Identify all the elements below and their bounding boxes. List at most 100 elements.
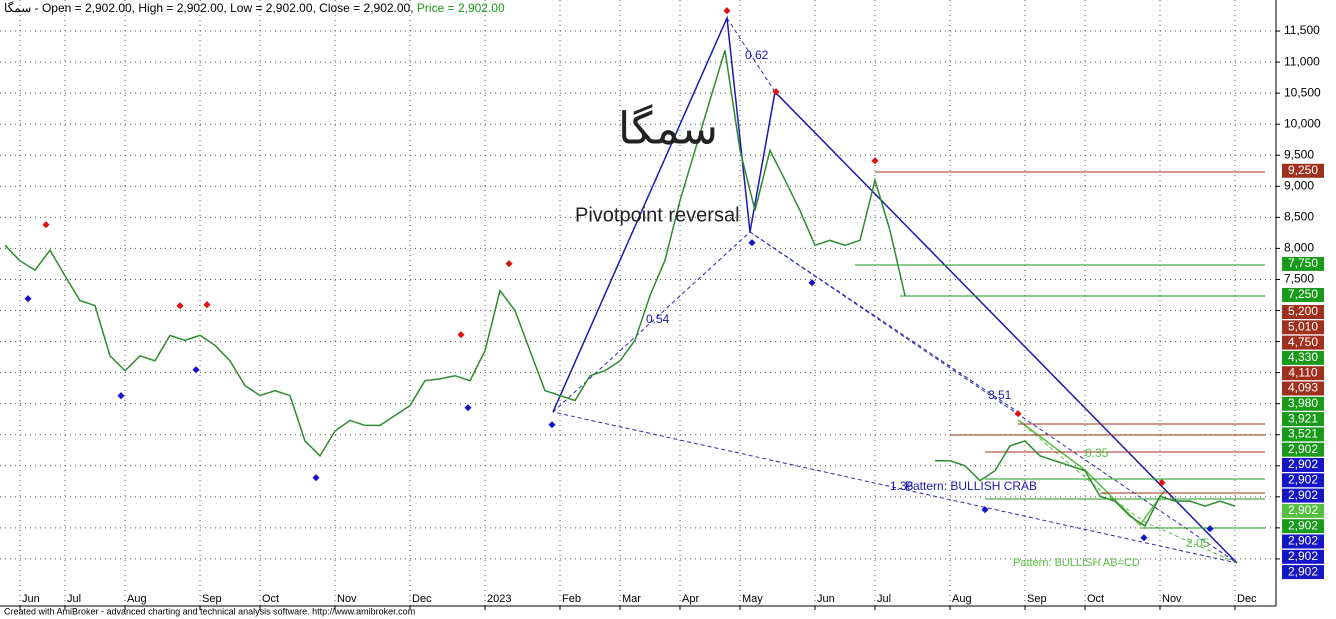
y-tick-label: 11,000 [1284, 54, 1320, 68]
pivot-high [1014, 410, 1022, 418]
price-label-box [1282, 488, 1324, 503]
x-tick-label: Aug [127, 593, 147, 605]
x-tick-label: Oct [1087, 593, 1104, 605]
pivot-low [808, 279, 816, 287]
price-label: 3,980 [1288, 396, 1318, 410]
price-label: 2,902 [1288, 518, 1318, 532]
pivot-low [548, 421, 556, 429]
x-tick-label: Jul [877, 593, 891, 605]
abcd-line [1017, 419, 1166, 527]
header-symbol: سمگا [4, 1, 31, 15]
pivot-low [192, 366, 200, 374]
annotation: 0.54 [646, 312, 670, 326]
header-price: Price = 2,902.00 [417, 1, 505, 15]
price-label: 2,902 [1288, 534, 1318, 548]
price-label-box [1282, 256, 1324, 271]
subtitle: Pivotpoint reversal [575, 204, 740, 226]
x-tick-label: Nov [337, 593, 357, 605]
price-label-box [1282, 366, 1324, 381]
annotation: 0.35 [1085, 446, 1109, 460]
x-tick-label: Jul [67, 593, 81, 605]
price-label-box [1282, 458, 1324, 472]
header: سمگا - Open = 2,902.00, High = 2,902.00,… [4, 1, 505, 15]
price-label: 2,902 [1288, 457, 1318, 471]
y-tick-label: 10,000 [1284, 116, 1321, 130]
price-label: 2,902 [1288, 503, 1318, 517]
pivot-low [464, 404, 472, 412]
price-label: 2,902 [1288, 472, 1318, 486]
dashed-line [1017, 419, 1238, 564]
price-label-box [1282, 335, 1324, 350]
price-label: 4,750 [1288, 335, 1318, 349]
pivot-high [203, 301, 211, 309]
x-tick-label: Mar [622, 593, 641, 605]
price-label-box [1282, 442, 1324, 457]
pivot-high [772, 88, 780, 96]
pivot-high [42, 221, 50, 229]
price-label-box [1282, 565, 1324, 580]
annotation: Pattern: BULLISH AB=CD [1013, 557, 1140, 569]
price-line [4, 50, 1236, 528]
price-label-box [1282, 534, 1324, 549]
price-label-box [1282, 305, 1324, 319]
y-tick-label: 8,000 [1284, 241, 1314, 255]
x-tick-label: Sep [1027, 593, 1047, 605]
annotation: 3.51 [988, 388, 1012, 402]
price-label: 2,902 [1288, 549, 1318, 563]
price-label: 3,521 [1288, 427, 1318, 441]
price-label-box [1282, 427, 1324, 442]
dashed-line [552, 231, 1238, 564]
price-label: 7,750 [1288, 256, 1318, 270]
y-tick-label: 7,500 [1284, 272, 1314, 286]
pattern-lines [552, 15, 1265, 564]
annotation: 1.36 [890, 479, 914, 493]
price-label-box [1282, 503, 1324, 518]
x-tick-label: Sep [202, 593, 222, 605]
annotation: 2.05 [1186, 536, 1210, 550]
annotation: 0.62 [745, 48, 769, 62]
pivot-low [748, 239, 756, 247]
price-label: 4,093 [1288, 381, 1318, 395]
x-tick-label: Aug [952, 593, 972, 605]
price-label: 5,010 [1288, 319, 1318, 333]
price-label: 5,200 [1288, 304, 1318, 318]
plot [4, 50, 1236, 528]
x-tick-label: Jun [817, 593, 835, 605]
pivot-high [871, 157, 879, 165]
price-label-box [1282, 396, 1324, 411]
price-label-box [1282, 350, 1324, 365]
price-label: 3,921 [1288, 411, 1318, 425]
price-label: 7,250 [1288, 287, 1318, 301]
footer: Created with AmiBroker - advanced charti… [4, 606, 415, 616]
x-tick-label: Dec [412, 593, 432, 605]
x-tick-label: Jun [22, 593, 40, 605]
price-label-box [1282, 519, 1324, 534]
price-label: 4,110 [1288, 365, 1317, 379]
price-label-box [1282, 549, 1324, 564]
x-tick-label: Nov [1162, 593, 1182, 605]
price-label: 4,330 [1288, 350, 1318, 364]
header-ohlc: - Open = 2,902.00, High = 2,902.00, Low … [35, 1, 414, 15]
price-label: 9,250 [1288, 163, 1318, 177]
y-tick-label: 9,000 [1284, 178, 1314, 192]
pivot-low [312, 474, 320, 482]
x-tick-label: Apr [682, 593, 699, 605]
x-tick-label: May [742, 593, 763, 605]
x-tick-label: 2023 [487, 593, 511, 605]
annotation: Pattern: BULLISH CRAB [905, 479, 1037, 493]
y-tick-label: 8,500 [1284, 210, 1314, 224]
pivot-high [723, 7, 731, 15]
price-label: 2,902 [1288, 488, 1318, 502]
price-label-box [1282, 381, 1324, 396]
y-tick-label: 10,500 [1284, 85, 1321, 99]
x-tick-label: Oct [262, 593, 279, 605]
price-label-box [1282, 473, 1324, 488]
price-label: 2,902 [1288, 564, 1318, 578]
price-label-box [1282, 320, 1324, 335]
x-tick-label: Feb [562, 593, 581, 605]
price-label-box [1282, 412, 1324, 427]
